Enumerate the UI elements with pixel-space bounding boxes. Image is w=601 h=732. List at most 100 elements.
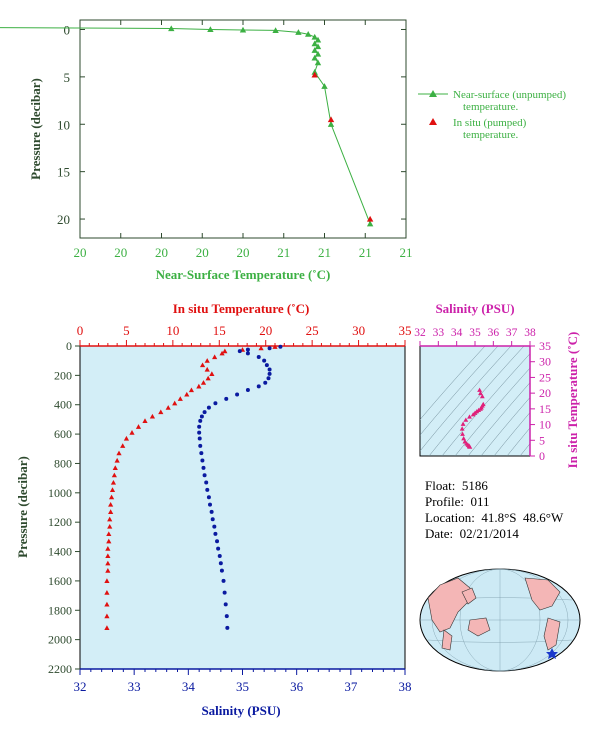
near-surface-point — [311, 54, 318, 61]
salinity-point — [278, 344, 283, 349]
salinity-point — [267, 367, 272, 372]
salinity-point — [202, 473, 207, 478]
pressure-tick-label: 0 — [66, 339, 72, 353]
top-y-axis: 0 5 10 15 20 — [57, 22, 406, 227]
salinity-point — [218, 561, 223, 566]
temperature-point — [108, 509, 114, 514]
temperature-point — [111, 472, 117, 478]
ts-density-contour — [493, 412, 530, 456]
salinity-point — [202, 410, 207, 415]
temperature-point — [109, 487, 116, 492]
ts-temperature-label: In situ Temperature (˚C) — [565, 332, 580, 469]
temperature-point — [105, 568, 111, 573]
temperature-point — [209, 371, 215, 376]
pressure-tick-label: 1800 — [48, 603, 72, 617]
ts-salinity-tick-label: 32 — [414, 327, 426, 339]
temperature-point — [110, 479, 117, 485]
salinity-point — [245, 351, 250, 356]
top-y-tick-label: 10 — [57, 117, 70, 132]
temperature-point — [200, 380, 207, 385]
ts-density-contour — [441, 353, 530, 456]
salinity-point — [224, 396, 229, 401]
location-value: 41.8°S 48.6°W — [481, 510, 564, 525]
temperature-point — [120, 443, 126, 448]
ts-salinity-label: Salinity (PSU) — [435, 301, 514, 316]
ts-temperature-tick-label: 20 — [539, 386, 551, 400]
ts-density-contour — [428, 346, 525, 456]
salinity-point — [198, 443, 203, 448]
salinity-point — [256, 355, 261, 360]
salinity-point — [200, 458, 205, 463]
salinity-point — [213, 531, 218, 536]
map-land-asia-east — [461, 587, 477, 605]
temperature-point — [123, 435, 130, 441]
temperature-tick-label: 35 — [399, 323, 412, 338]
ts-density-contour — [420, 346, 499, 436]
temperature-point — [106, 538, 112, 544]
temperature-point — [135, 424, 142, 429]
legend-marker-in-situ — [429, 118, 437, 125]
ts-density-contour — [506, 427, 530, 456]
map-land-south-america — [543, 617, 561, 651]
top-x-tick-label: 21 — [400, 245, 413, 260]
temperature-point — [177, 396, 183, 401]
near-surface-point — [327, 121, 335, 127]
salinity-point — [201, 465, 206, 470]
temperature-point — [116, 450, 122, 456]
salinity-tick-label: 36 — [290, 679, 304, 694]
salinity-point — [222, 590, 227, 595]
ts-point — [477, 387, 482, 392]
temperature-point — [106, 531, 112, 537]
salinity-point — [221, 578, 226, 583]
map-land-southern — [441, 629, 453, 651]
temperature-point — [114, 457, 120, 463]
temperature-point — [184, 391, 190, 397]
salinity-point — [197, 436, 202, 441]
salinity-point — [208, 502, 212, 507]
temperature-point — [149, 413, 156, 419]
ts-temperature-tick-label: 10 — [539, 418, 551, 432]
top-x-tick-label: 21 — [318, 245, 331, 260]
top-x-tick-label: 20 — [196, 245, 209, 260]
salinity-point — [205, 487, 210, 492]
salinity-point — [245, 388, 250, 393]
ts-point — [467, 414, 472, 419]
temperature-point — [108, 501, 114, 507]
ts-point — [462, 439, 468, 444]
salinity-point — [197, 424, 202, 429]
ts-salinity-tick-label: 37 — [506, 327, 518, 339]
ts-point — [479, 393, 485, 399]
temperature-point — [165, 405, 171, 410]
salinity-tick-label: 32 — [74, 679, 87, 694]
top-x-tick-label: 20 — [237, 245, 250, 260]
temperature-axis-label: In situ Temperature (˚C) — [173, 301, 310, 316]
salinity-tick-label: 35 — [236, 679, 249, 694]
pressure-tick-label: 1200 — [48, 515, 72, 529]
temperature-tick-label: 20 — [259, 323, 272, 338]
temperature-point — [104, 578, 110, 583]
top-x-tick-label: 20 — [74, 245, 87, 260]
ts-density-contour — [420, 346, 486, 420]
ts-temperature-tick-label: 35 — [539, 339, 551, 353]
legend-label-near-surface-1: Near-surface (unpumped) — [453, 89, 566, 101]
profile-chart: 0 5 10 15 20 25 30 35 32 33 34 35 36 37 38 0 200 400 600… — [15, 301, 412, 718]
temperature-point — [172, 400, 178, 406]
temperature-point — [158, 409, 164, 415]
salinity-point — [206, 405, 211, 410]
pressure-tick-label: 1400 — [48, 545, 72, 559]
temperature-point — [222, 348, 228, 354]
salinity-point — [263, 380, 268, 385]
legend-label-in-situ-2: temperature. — [463, 129, 519, 141]
pressure-tick-label: 200 — [54, 368, 72, 382]
salinity-point — [210, 517, 215, 522]
salinity-point — [266, 376, 271, 381]
ts-temperature-tick-label: 25 — [539, 370, 551, 384]
temperature-point — [104, 625, 110, 630]
near-surface-point — [321, 83, 328, 89]
near-surface-point — [311, 47, 318, 53]
temperature-tick-label: 25 — [306, 323, 319, 338]
near-surface-point — [366, 220, 374, 227]
salinity-point — [199, 414, 204, 419]
ts-salinity-tick-label: 35 — [469, 327, 481, 339]
